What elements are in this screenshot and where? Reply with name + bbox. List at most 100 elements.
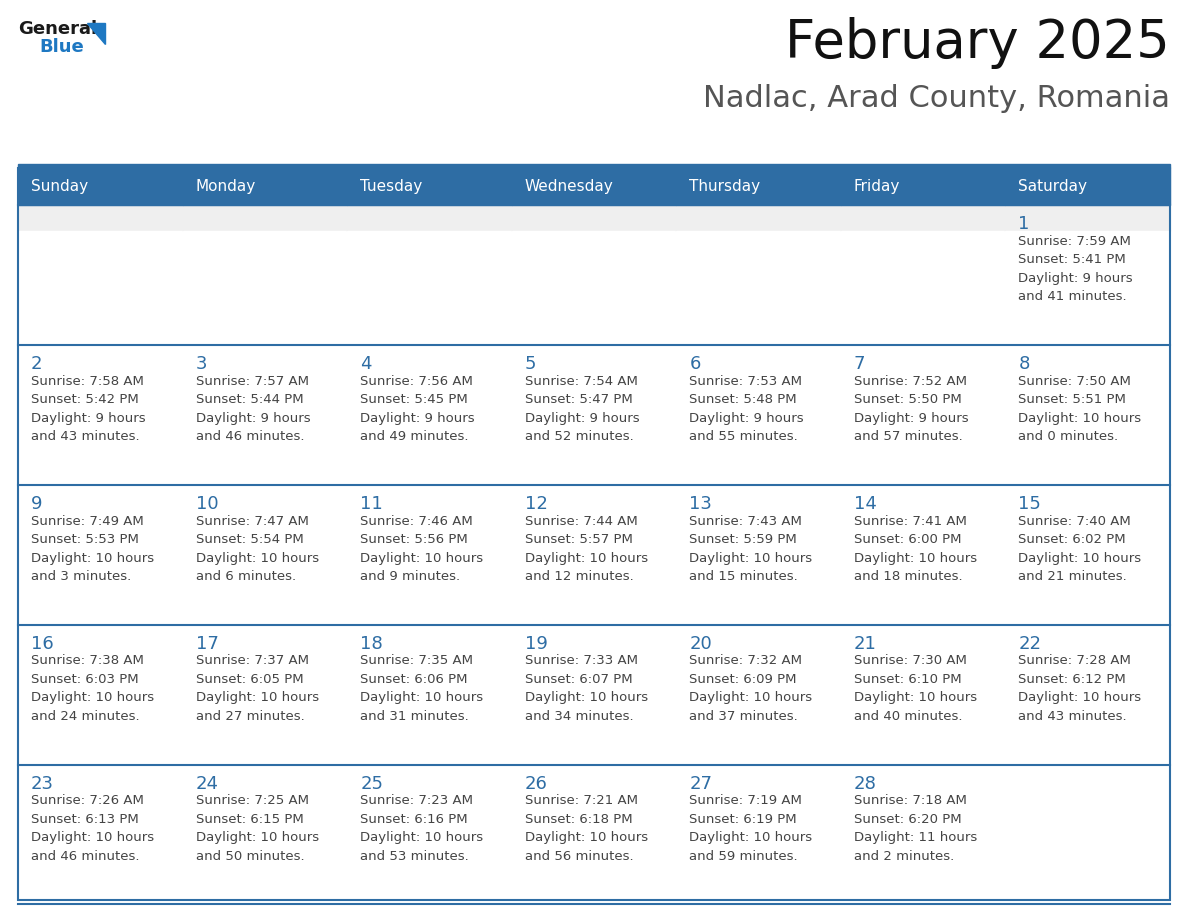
Bar — [183, 765, 347, 904]
Bar — [1005, 485, 1170, 625]
Bar — [347, 345, 512, 485]
Bar — [1005, 345, 1170, 485]
Text: 10: 10 — [196, 495, 219, 513]
Text: Sunset: 5:44 PM: Sunset: 5:44 PM — [196, 393, 303, 407]
Bar — [347, 625, 512, 765]
Bar — [512, 625, 676, 765]
Bar — [18, 485, 183, 625]
Text: 18: 18 — [360, 635, 383, 653]
Text: Sunset: 5:48 PM: Sunset: 5:48 PM — [689, 393, 797, 407]
Text: Daylight: 10 hours: Daylight: 10 hours — [689, 552, 813, 565]
Text: 2: 2 — [31, 355, 43, 374]
Text: and 9 minutes.: and 9 minutes. — [360, 570, 460, 583]
Text: Sunrise: 7:56 AM: Sunrise: 7:56 AM — [360, 375, 473, 387]
Text: 17: 17 — [196, 635, 219, 653]
Text: Sunset: 5:59 PM: Sunset: 5:59 PM — [689, 533, 797, 546]
Text: Daylight: 10 hours: Daylight: 10 hours — [689, 691, 813, 704]
Text: Sunset: 6:09 PM: Sunset: 6:09 PM — [689, 673, 797, 686]
Text: and 53 minutes.: and 53 minutes. — [360, 850, 469, 863]
Text: and 24 minutes.: and 24 minutes. — [31, 710, 140, 722]
Text: 28: 28 — [854, 775, 877, 793]
Bar — [18, 169, 183, 206]
Polygon shape — [88, 23, 105, 44]
Text: Sunrise: 7:26 AM: Sunrise: 7:26 AM — [31, 794, 144, 807]
Text: Sunrise: 7:49 AM: Sunrise: 7:49 AM — [31, 515, 144, 528]
Text: Sunrise: 7:44 AM: Sunrise: 7:44 AM — [525, 515, 638, 528]
Text: Daylight: 10 hours: Daylight: 10 hours — [854, 691, 977, 704]
Text: Sunset: 5:41 PM: Sunset: 5:41 PM — [1018, 253, 1126, 266]
Text: Sunset: 6:06 PM: Sunset: 6:06 PM — [360, 673, 468, 686]
Text: 9: 9 — [31, 495, 43, 513]
Bar — [347, 765, 512, 904]
Text: Sunrise: 7:37 AM: Sunrise: 7:37 AM — [196, 655, 309, 667]
Text: Sunset: 6:12 PM: Sunset: 6:12 PM — [1018, 673, 1126, 686]
Text: and 0 minutes.: and 0 minutes. — [1018, 431, 1119, 443]
Text: Daylight: 9 hours: Daylight: 9 hours — [31, 412, 146, 425]
Text: Daylight: 10 hours: Daylight: 10 hours — [360, 691, 484, 704]
Text: Sunset: 6:19 PM: Sunset: 6:19 PM — [689, 812, 797, 825]
Text: 19: 19 — [525, 635, 548, 653]
Bar — [512, 345, 676, 485]
Text: Sunrise: 7:25 AM: Sunrise: 7:25 AM — [196, 794, 309, 807]
Bar — [18, 164, 1170, 169]
Text: General: General — [18, 20, 97, 38]
Text: Sunset: 5:42 PM: Sunset: 5:42 PM — [31, 393, 139, 407]
Text: 14: 14 — [854, 495, 877, 513]
Text: Daylight: 10 hours: Daylight: 10 hours — [360, 831, 484, 845]
Bar — [347, 230, 512, 345]
Bar — [183, 230, 347, 345]
Text: Sunrise: 7:50 AM: Sunrise: 7:50 AM — [1018, 375, 1131, 387]
Text: and 3 minutes.: and 3 minutes. — [31, 570, 131, 583]
Text: 26: 26 — [525, 775, 548, 793]
Text: Sunrise: 7:57 AM: Sunrise: 7:57 AM — [196, 375, 309, 387]
Text: Daylight: 10 hours: Daylight: 10 hours — [360, 552, 484, 565]
Bar — [347, 485, 512, 625]
Text: Sunrise: 7:47 AM: Sunrise: 7:47 AM — [196, 515, 309, 528]
Text: February 2025: February 2025 — [785, 17, 1170, 69]
Text: Monday: Monday — [196, 180, 255, 195]
Bar — [841, 169, 1005, 206]
Text: 25: 25 — [360, 775, 384, 793]
Bar — [1005, 765, 1170, 904]
Bar — [18, 206, 183, 230]
Text: Daylight: 10 hours: Daylight: 10 hours — [196, 691, 318, 704]
Text: 8: 8 — [1018, 355, 1030, 374]
Bar — [18, 169, 1170, 900]
Text: Daylight: 10 hours: Daylight: 10 hours — [525, 691, 647, 704]
Text: Sunrise: 7:59 AM: Sunrise: 7:59 AM — [1018, 235, 1131, 248]
Bar — [183, 169, 347, 206]
Bar — [841, 485, 1005, 625]
Bar — [676, 765, 841, 904]
Text: Sunset: 6:10 PM: Sunset: 6:10 PM — [854, 673, 961, 686]
Text: Sunrise: 7:30 AM: Sunrise: 7:30 AM — [854, 655, 967, 667]
Bar — [1005, 206, 1170, 230]
Bar — [183, 206, 347, 230]
Text: Sunrise: 7:40 AM: Sunrise: 7:40 AM — [1018, 515, 1131, 528]
Text: and 18 minutes.: and 18 minutes. — [854, 570, 962, 583]
Text: Friday: Friday — [854, 180, 901, 195]
Text: Daylight: 10 hours: Daylight: 10 hours — [196, 831, 318, 845]
Text: Sunrise: 7:28 AM: Sunrise: 7:28 AM — [1018, 655, 1131, 667]
Text: 11: 11 — [360, 495, 383, 513]
Bar — [18, 230, 183, 345]
Text: Daylight: 10 hours: Daylight: 10 hours — [31, 552, 154, 565]
Text: Sunset: 6:18 PM: Sunset: 6:18 PM — [525, 812, 632, 825]
Text: Daylight: 10 hours: Daylight: 10 hours — [1018, 691, 1142, 704]
Text: Sunrise: 7:23 AM: Sunrise: 7:23 AM — [360, 794, 473, 807]
Text: and 27 minutes.: and 27 minutes. — [196, 710, 304, 722]
Bar — [512, 485, 676, 625]
Text: Daylight: 9 hours: Daylight: 9 hours — [525, 412, 639, 425]
Text: Sunset: 5:53 PM: Sunset: 5:53 PM — [31, 533, 139, 546]
Text: and 40 minutes.: and 40 minutes. — [854, 710, 962, 722]
Text: and 41 minutes.: and 41 minutes. — [1018, 290, 1127, 304]
Text: Daylight: 10 hours: Daylight: 10 hours — [31, 691, 154, 704]
Text: Blue: Blue — [39, 38, 83, 55]
Text: Sunset: 5:54 PM: Sunset: 5:54 PM — [196, 533, 303, 546]
Text: Sunset: 6:03 PM: Sunset: 6:03 PM — [31, 673, 139, 686]
Bar — [841, 625, 1005, 765]
Text: 4: 4 — [360, 355, 372, 374]
Bar — [18, 345, 183, 485]
Text: and 55 minutes.: and 55 minutes. — [689, 431, 798, 443]
Text: Daylight: 10 hours: Daylight: 10 hours — [1018, 552, 1142, 565]
Text: Sunrise: 7:21 AM: Sunrise: 7:21 AM — [525, 794, 638, 807]
